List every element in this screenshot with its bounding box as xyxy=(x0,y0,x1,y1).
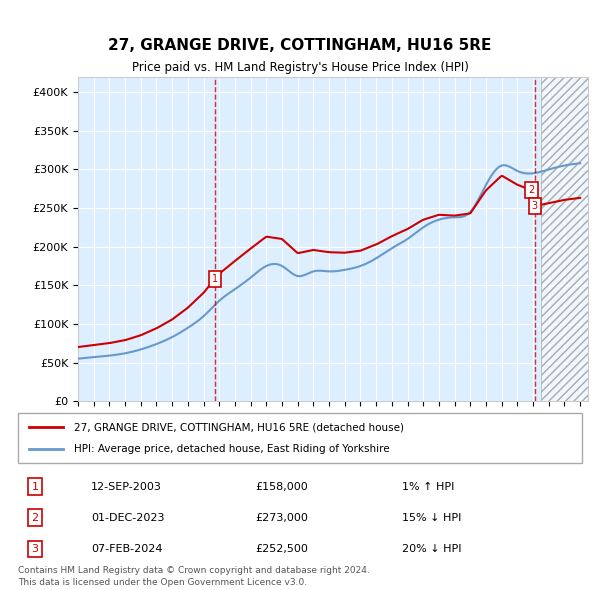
Text: Contains HM Land Registry data © Crown copyright and database right 2024.: Contains HM Land Registry data © Crown c… xyxy=(18,566,370,575)
Text: £273,000: £273,000 xyxy=(255,513,308,523)
Text: 01-DEC-2023: 01-DEC-2023 xyxy=(91,513,165,523)
Text: Price paid vs. HM Land Registry's House Price Index (HPI): Price paid vs. HM Land Registry's House … xyxy=(131,61,469,74)
Text: 07-FEB-2024: 07-FEB-2024 xyxy=(91,544,163,554)
Text: 3: 3 xyxy=(31,544,38,554)
Text: 12-SEP-2003: 12-SEP-2003 xyxy=(91,481,162,491)
Text: 27, GRANGE DRIVE, COTTINGHAM, HU16 5RE (detached house): 27, GRANGE DRIVE, COTTINGHAM, HU16 5RE (… xyxy=(74,422,404,432)
Text: 2: 2 xyxy=(529,185,535,195)
Text: 3: 3 xyxy=(532,201,538,211)
Text: 1: 1 xyxy=(211,274,218,284)
Text: £158,000: £158,000 xyxy=(255,481,308,491)
Text: 15% ↓ HPI: 15% ↓ HPI xyxy=(401,513,461,523)
Text: HPI: Average price, detached house, East Riding of Yorkshire: HPI: Average price, detached house, East… xyxy=(74,444,390,454)
Text: 27, GRANGE DRIVE, COTTINGHAM, HU16 5RE: 27, GRANGE DRIVE, COTTINGHAM, HU16 5RE xyxy=(109,38,491,53)
Text: This data is licensed under the Open Government Licence v3.0.: This data is licensed under the Open Gov… xyxy=(18,578,307,587)
Text: 2: 2 xyxy=(31,513,38,523)
Text: £252,500: £252,500 xyxy=(255,544,308,554)
Text: 1% ↑ HPI: 1% ↑ HPI xyxy=(401,481,454,491)
FancyBboxPatch shape xyxy=(18,413,582,463)
Text: 20% ↓ HPI: 20% ↓ HPI xyxy=(401,544,461,554)
Text: 1: 1 xyxy=(31,481,38,491)
